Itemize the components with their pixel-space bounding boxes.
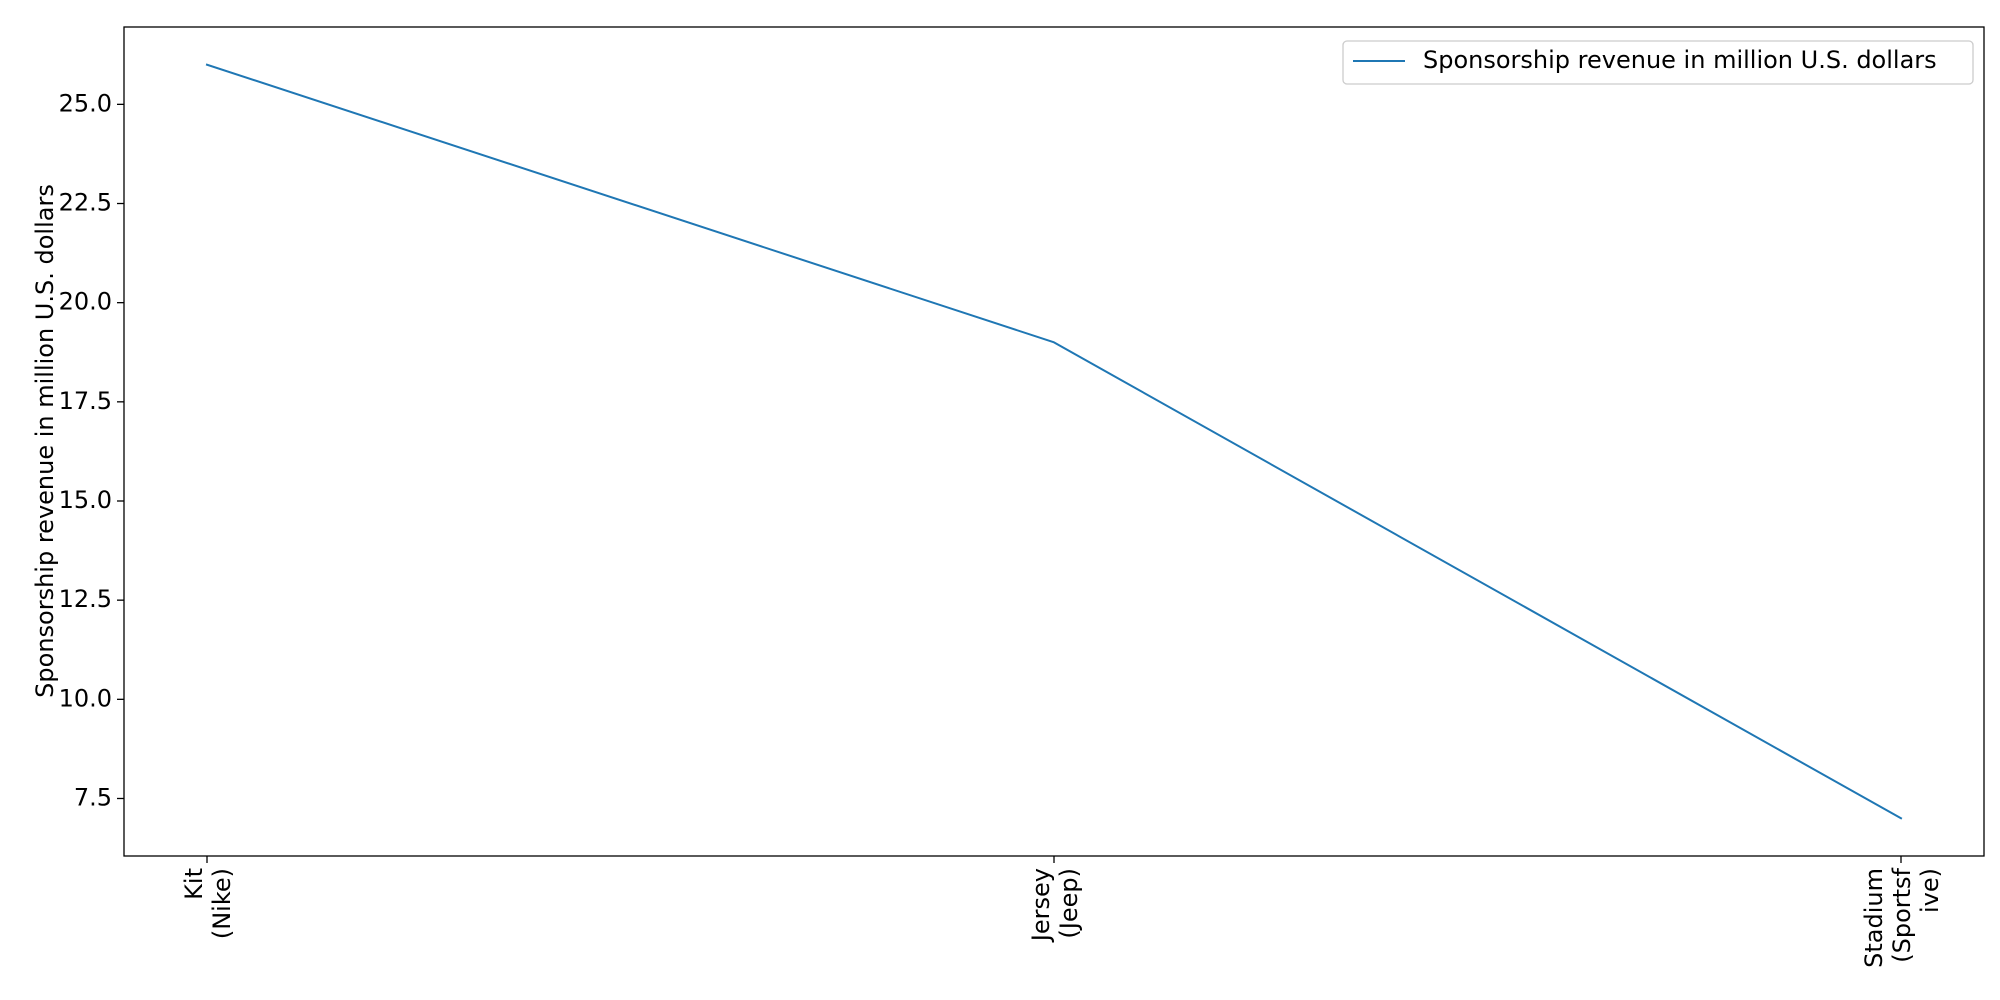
plot-frame — [123, 26, 1985, 857]
y-tick-label: 15.0 — [59, 486, 112, 514]
y-tick-label: 7.5 — [74, 783, 112, 811]
y-tick-label: 12.5 — [59, 585, 112, 613]
legend: Sponsorship revenue in million U.S. doll… — [1342, 40, 1974, 85]
y-tick-label: 25.0 — [59, 89, 112, 117]
y-tick-label: 10.0 — [59, 684, 112, 712]
series-line — [205, 63, 1903, 820]
y-axis-title: Sponsorship revenue in million U.S. doll… — [31, 184, 59, 698]
x-axis: Kit(Nike) Jersey(Jeep) Stadium(Sportsfive) — [180, 856, 1944, 968]
series-layer — [205, 63, 1903, 820]
legend-label: Sponsorship revenue in million U.S. doll… — [1423, 46, 1937, 74]
legend-box — [1342, 40, 1974, 85]
y-tick-label: 22.5 — [59, 189, 112, 217]
x-tick-label: Stadium(Sportsfive) — [1860, 867, 1944, 967]
plot-area — [124, 27, 1984, 856]
x-tick-label: Kit(Nike) — [180, 868, 236, 939]
y-tick-label: 17.5 — [59, 387, 112, 415]
y-axis: 7.5 10.0 12.5 15.0 17.5 20.0 22.5 25.0 — [59, 89, 124, 811]
x-tick-label: Jersey(Jeep) — [1027, 868, 1083, 943]
y-tick-label: 20.0 — [59, 288, 112, 316]
